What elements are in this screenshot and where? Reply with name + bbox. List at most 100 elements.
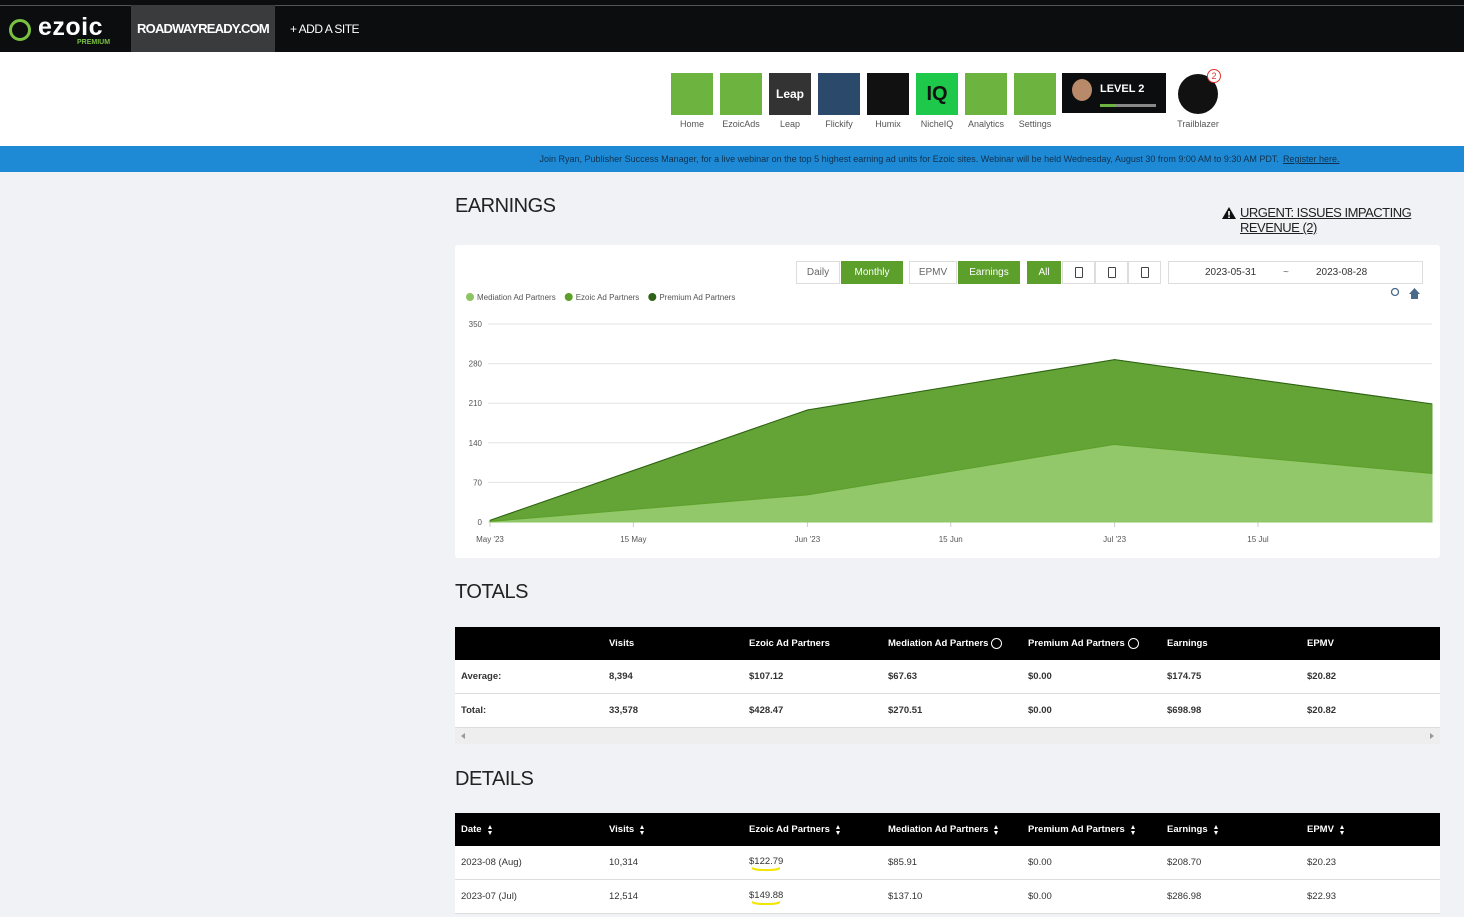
column-header[interactable]: Visits bbox=[609, 813, 645, 846]
top-bar: ezoic PREMIUM ROADWAYREADY.COM + ADD A S… bbox=[0, 0, 1464, 52]
nav-label[interactable]: Humix bbox=[875, 119, 901, 129]
column-header[interactable]: EPMV bbox=[1307, 813, 1344, 846]
toggle-button[interactable]: Daily bbox=[796, 261, 840, 284]
nav-label[interactable]: Home bbox=[679, 119, 704, 129]
sort-icon[interactable] bbox=[835, 824, 840, 835]
trailblazer-label[interactable]: Trailblazer bbox=[1177, 119, 1219, 129]
column-header: Visits bbox=[609, 627, 634, 660]
column-header: Mediation Ad Partners bbox=[888, 627, 1003, 660]
cell-text: $0.00 bbox=[1028, 671, 1052, 682]
banner-link[interactable]: Register here. bbox=[1282, 154, 1340, 164]
table-cell: Average: bbox=[461, 660, 501, 693]
cell-text: $0.00 bbox=[1028, 705, 1052, 716]
nav-label[interactable]: NicheIQ bbox=[920, 119, 954, 129]
table-cell: $20.82 bbox=[1307, 660, 1336, 693]
cell-text: 12,514 bbox=[609, 891, 639, 902]
nav-icon[interactable]: Leap bbox=[769, 73, 811, 115]
column-header-text: Ezoic Ad Partners bbox=[749, 824, 830, 835]
cell-text: Average: bbox=[461, 671, 502, 682]
column-header-text: Premium Ad Partners bbox=[1028, 824, 1125, 835]
cell-text: $20.82 bbox=[1307, 705, 1337, 716]
date-sep: ~ bbox=[1283, 267, 1289, 278]
column-header-text: Premium Ad Partners bbox=[1028, 638, 1125, 649]
table-row: Total: 33,578 $428.47 $270.51 $0.00 $698.98 $2… bbox=[455, 694, 1440, 728]
help-icon[interactable] bbox=[1127, 638, 1139, 649]
help-icon[interactable] bbox=[991, 638, 1003, 649]
sort-icon[interactable] bbox=[1130, 824, 1135, 835]
column-header-text: EPMV bbox=[1307, 638, 1334, 649]
column-header[interactable]: Earnings bbox=[1167, 813, 1218, 846]
date-to: 2023-08-28 bbox=[1316, 267, 1368, 278]
cell-text: 10,314 bbox=[609, 857, 639, 868]
logo-icon bbox=[9, 19, 31, 41]
cell-text: $698.98 bbox=[1167, 705, 1202, 716]
column-header-text: Ezoic Ad Partners bbox=[749, 638, 830, 649]
nav-icon[interactable] bbox=[1014, 73, 1056, 115]
device-button[interactable] bbox=[1062, 261, 1095, 284]
cell-text: $208.70 bbox=[1167, 857, 1202, 868]
device-icon bbox=[1107, 267, 1116, 278]
nav-icon[interactable] bbox=[720, 73, 762, 115]
cell-text: $122.79 bbox=[749, 856, 784, 867]
table-row: 2023-08 (Aug) 10,314 $122.79 $85.91 $0.00 $20… bbox=[455, 846, 1440, 880]
details-table: Date Visits Ezoic Ad Partners Mediation Ad … bbox=[455, 813, 1440, 914]
nav-bar: Home EzoicAds Leap Leap Flickify Humix IQ Niche… bbox=[0, 52, 1464, 146]
column-header[interactable]: Mediation Ad Partners bbox=[888, 813, 999, 846]
logo[interactable]: ezoic bbox=[38, 13, 104, 41]
column-header-text: Visits bbox=[609, 638, 635, 649]
device-icon bbox=[1140, 267, 1149, 278]
nav-icon[interactable] bbox=[671, 73, 713, 115]
table-cell: $107.12 bbox=[749, 660, 783, 693]
section-title: EARNINGS bbox=[455, 195, 556, 217]
column-header-text: Date bbox=[461, 824, 482, 835]
table-row: 2023-07 (Jul) 12,514 $149.88 $137.10 $0.00 $2… bbox=[455, 880, 1440, 914]
toggle-button[interactable]: All bbox=[1027, 261, 1061, 284]
toggle-button[interactable]: Monthly bbox=[841, 261, 903, 284]
toggle-button[interactable]: EPMV bbox=[909, 261, 957, 284]
column-header: Earnings bbox=[1167, 627, 1208, 660]
table-cell: 8,394 bbox=[609, 660, 633, 693]
nav-icon[interactable] bbox=[818, 73, 860, 115]
nav-label[interactable]: Leap bbox=[779, 119, 801, 129]
avatar bbox=[1072, 79, 1092, 101]
column-header: Premium Ad Partners bbox=[1028, 627, 1139, 660]
nav-icon[interactable] bbox=[867, 73, 909, 115]
table-cell: $0.00 bbox=[1028, 694, 1052, 727]
table-cell: $286.98 bbox=[1167, 880, 1201, 913]
cell-text: $174.75 bbox=[1167, 671, 1202, 682]
device-button[interactable] bbox=[1095, 261, 1128, 284]
nav-label[interactable]: Analytics bbox=[967, 119, 1004, 129]
sort-icon[interactable] bbox=[994, 824, 999, 835]
sort-icon[interactable] bbox=[1213, 824, 1218, 835]
nav-icon[interactable]: IQ bbox=[916, 73, 958, 115]
level-badge[interactable]: LEVEL 2 bbox=[1062, 73, 1166, 113]
sort-icon[interactable] bbox=[487, 824, 492, 835]
add-site[interactable]: + ADD A SITE bbox=[290, 22, 360, 36]
cell-text: $22.93 bbox=[1307, 891, 1337, 902]
column-header[interactable]: Ezoic Ad Partners bbox=[749, 813, 840, 846]
nav-label[interactable]: Flickify bbox=[825, 119, 853, 129]
sort-icon[interactable] bbox=[1339, 824, 1344, 835]
nav-icon[interactable] bbox=[965, 73, 1007, 115]
column-header[interactable]: Date bbox=[461, 813, 492, 846]
device-icon bbox=[1074, 267, 1083, 278]
table-cell: $85.91 bbox=[888, 846, 917, 879]
sort-icon[interactable] bbox=[640, 824, 645, 835]
nav-label[interactable]: Settings bbox=[1018, 119, 1052, 129]
nav-label[interactable]: EzoicAds bbox=[722, 119, 760, 129]
toggle-button[interactable]: Earnings bbox=[958, 261, 1020, 284]
alert-link[interactable]: URGENT: ISSUES IMPACTING REVENUE (2) bbox=[1240, 205, 1412, 235]
date-range[interactable]: 2023-05-31 ~2023-08-28 bbox=[1168, 261, 1423, 284]
scrollbar[interactable] bbox=[455, 728, 1440, 744]
cell-text: $0.00 bbox=[1028, 857, 1052, 868]
site-tab[interactable]: ROADWAYREADY.COM bbox=[131, 5, 275, 52]
cell-text: 2023-08 (Aug) bbox=[461, 857, 522, 868]
column-header[interactable]: Premium Ad Partners bbox=[1028, 813, 1135, 846]
table-cell: $22.93 bbox=[1307, 880, 1336, 913]
cell-text: $20.82 bbox=[1307, 671, 1337, 682]
device-button[interactable] bbox=[1128, 261, 1161, 284]
table-cell: $20.23 bbox=[1307, 846, 1336, 879]
table-cell: 10,314 bbox=[609, 846, 638, 879]
banner: Join Ryan, Publisher Success Manager, fo… bbox=[0, 146, 1464, 172]
